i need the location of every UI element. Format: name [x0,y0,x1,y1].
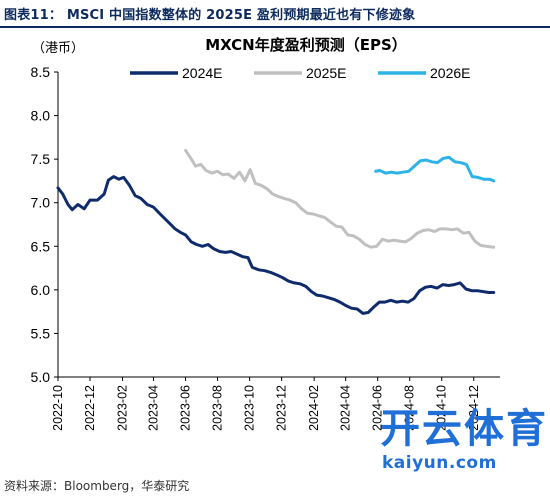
x-tick-label: 2023-12 [275,385,289,431]
x-tick-label: 2024-06 [371,385,385,431]
y-tick-label: 7.5 [31,151,51,167]
x-tick-label: 2023-02 [116,385,130,431]
unit-label: （港币） [32,41,84,56]
legend-label-2024E: 2024E [182,65,222,81]
x-tick-label: 2022-12 [83,385,97,431]
title-rule [0,26,550,28]
x-tick-label: 2024-12 [467,385,481,431]
legend: 2024E 2025E 2026E [130,65,470,81]
y-tick-label: 5.0 [31,369,51,385]
watermark-logo-text: 开云体育 [380,406,548,452]
y-tick-label: 8.5 [31,64,51,80]
watermark-url: kaiyun.com [382,453,497,473]
source-note: 资料来源：Bloomberg，华泰研究 [4,479,190,493]
y-tick-label: 5.5 [31,325,51,341]
x-tick-label: 2023-08 [211,385,225,431]
y-tick-label: 6.0 [31,282,51,298]
chart-title: MXCN年度盈利预测（EPS） [205,36,407,54]
figure-title: 图表11： MSCI 中国指数整体的 2025E 盈利预期最近也有下修迹象 [4,8,416,23]
x-tick-label: 2024-04 [339,385,353,431]
legend-label-2025E: 2025E [306,65,346,81]
series-line-2024E [56,175,496,315]
x-tick-label: 2023-06 [179,385,193,431]
x-tick-label: 2024-08 [403,385,417,431]
x-tick-label: 2023-10 [243,385,257,431]
y-tick-label: 7.0 [31,195,51,211]
series-line-2026E [374,155,496,183]
plot-area [56,148,496,315]
series-line-2025E [184,148,496,249]
x-tick-label: 2022-10 [51,385,65,431]
legend-label-2026E: 2026E [430,65,470,81]
x-tick-label: 2023-04 [147,385,161,431]
x-axis: 2022-10 2022-12 2023-02 2023-04 2023-06 2023-… [51,376,500,431]
y-tick-label: 6.5 [31,238,51,254]
y-tick-label: 8.0 [31,108,51,124]
x-tick-label: 2024-10 [435,385,449,431]
y-axis: 5.0 5.5 6.0 6.5 7.0 7.5 8.0 8.5 [31,64,59,385]
x-tick-label: 2024-02 [307,385,321,431]
